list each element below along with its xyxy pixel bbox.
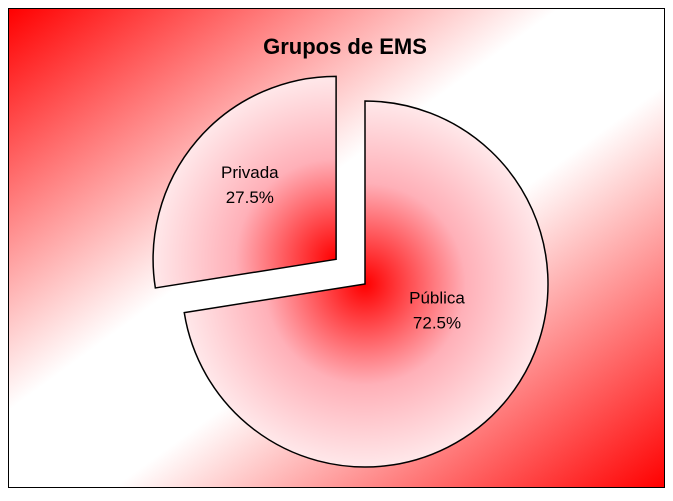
slice-label: Privada	[221, 163, 279, 182]
pie: Pública 72.5% Privada 27.5%	[152, 75, 549, 468]
chart-title: Grupos de EMS	[263, 34, 427, 59]
slice-label: Pública	[409, 288, 465, 307]
slice-value-label: 27.5%	[226, 188, 274, 207]
pie-slice	[183, 100, 549, 468]
pie-slice	[152, 75, 337, 289]
slice-value-label: 72.5%	[413, 313, 461, 332]
